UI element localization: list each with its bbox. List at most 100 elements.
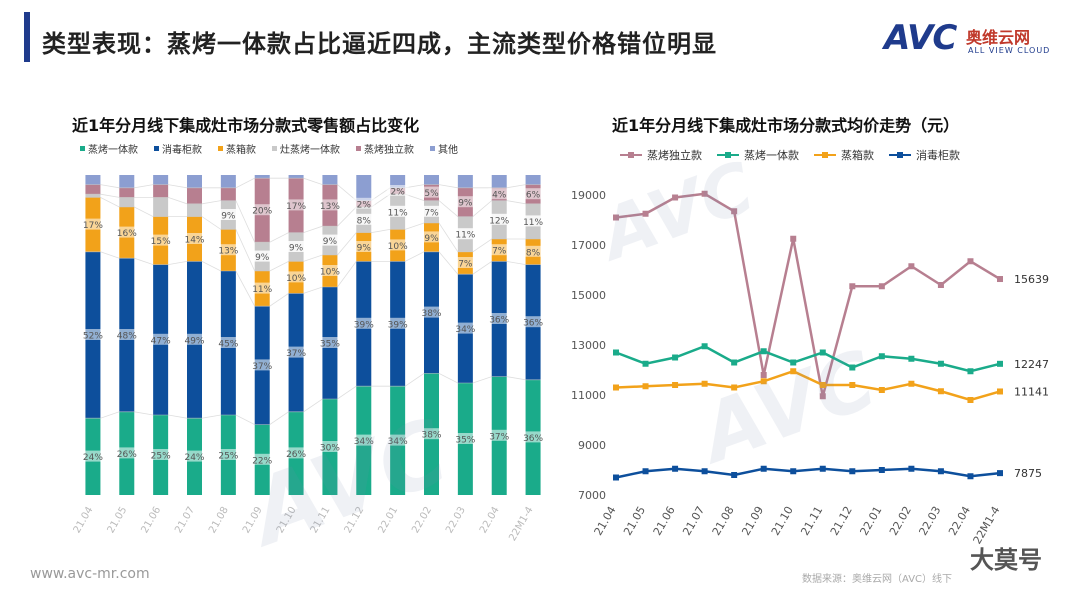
- data-label: 35%: [455, 436, 475, 446]
- data-point: [642, 383, 649, 390]
- x-tick-label: 22.03: [917, 504, 944, 538]
- data-label: 36%: [523, 319, 543, 329]
- bar-segment: [254, 175, 270, 179]
- data-label: 7%: [458, 260, 473, 270]
- data-label-bg: [251, 359, 274, 371]
- data-label-bg: [386, 239, 409, 251]
- data-label: 12%: [489, 216, 509, 226]
- data-label-bg: [488, 244, 511, 256]
- data-label-bg: [251, 250, 274, 262]
- data-label: 13%: [218, 247, 238, 257]
- data-label-bg: [454, 433, 477, 444]
- data-label-bg: [454, 228, 477, 240]
- data-point: [937, 388, 944, 395]
- data-label-bg: [318, 234, 341, 246]
- x-tick-label: 22.03: [444, 505, 468, 535]
- data-source-footer: 数据来源：奥维云网（AVC）线下: [802, 574, 953, 585]
- data-label-bg: [285, 241, 308, 252]
- data-label-bg: [81, 450, 104, 462]
- data-label-bg: [81, 329, 104, 340]
- data-label-bg: [454, 257, 477, 268]
- data-point: [760, 378, 767, 385]
- data-point: [937, 282, 944, 288]
- data-label: 52%: [83, 332, 103, 342]
- data-point: [613, 214, 619, 221]
- data-point: [642, 210, 649, 217]
- avc-logo: AVC 奥维云网 ALL VIEW CLOUD: [884, 18, 1054, 64]
- legend-label: 消毒柜款: [916, 148, 960, 162]
- data-label: 39%: [354, 320, 374, 330]
- end-value-label: 7875: [1014, 467, 1042, 480]
- x-tick-label: 21.06: [651, 504, 678, 538]
- data-label-bg: [488, 429, 511, 441]
- data-label-bg: [115, 226, 138, 238]
- data-label: 5%: [424, 189, 439, 199]
- data-point: [672, 465, 679, 472]
- data-label: 47%: [151, 336, 171, 346]
- data-label: 9%: [458, 199, 473, 209]
- data-point: [701, 468, 708, 475]
- data-label: 48%: [117, 332, 137, 342]
- bar-segment: [153, 197, 169, 217]
- data-label-bg: [522, 215, 545, 227]
- end-value-label: 11141: [1014, 385, 1049, 398]
- data-label-bg: [522, 245, 545, 257]
- data-label-bg: [318, 199, 341, 211]
- bar-segment: [85, 184, 101, 195]
- legend-label: 蒸烤一体款: [744, 148, 799, 162]
- data-label: 14%: [184, 236, 204, 246]
- x-tick-label: 22.04: [946, 504, 973, 538]
- data-label-bg: [386, 205, 409, 217]
- data-label: 34%: [388, 437, 408, 447]
- x-tick-label: 21.11: [798, 504, 825, 538]
- legend-swatch: [356, 146, 361, 151]
- data-label-bg: [352, 317, 375, 329]
- bar-segment: [491, 175, 507, 188]
- legend-swatch: [80, 146, 85, 151]
- data-label: 34%: [455, 325, 475, 335]
- data-point: [701, 190, 708, 197]
- data-label-bg: [318, 265, 341, 276]
- data-label: 45%: [218, 340, 238, 350]
- x-tick-label: 22.02: [887, 504, 914, 538]
- data-point: [760, 372, 767, 378]
- data-label: 9%: [424, 234, 439, 244]
- data-label-bg: [488, 188, 511, 200]
- legend-swatch: [154, 146, 159, 151]
- data-label: 13%: [320, 202, 340, 212]
- data-label: 35%: [320, 340, 340, 350]
- data-point: [701, 343, 708, 350]
- legend-swatch: [272, 146, 277, 151]
- data-point: [967, 397, 974, 403]
- data-point: [819, 465, 826, 472]
- data-label: 15%: [151, 237, 171, 247]
- data-label: 17%: [286, 202, 306, 212]
- data-label: 11%: [523, 218, 543, 228]
- y-tick-label: 17000: [571, 239, 606, 252]
- data-label-bg: [488, 213, 511, 225]
- data-label-bg: [352, 241, 375, 252]
- x-tick-label: 22.04: [478, 505, 502, 535]
- data-label: 6%: [526, 191, 541, 201]
- data-point: [908, 380, 915, 387]
- data-label: 37%: [286, 349, 306, 359]
- data-label-bg: [285, 447, 308, 459]
- data-label: 38%: [421, 309, 441, 319]
- x-tick-label: 21.04: [592, 504, 619, 538]
- data-label: 30%: [320, 444, 340, 454]
- data-label: 37%: [252, 362, 272, 372]
- data-label: 22%: [252, 456, 272, 466]
- data-label-bg: [115, 329, 138, 340]
- data-label: 11%: [252, 285, 272, 295]
- logo-mark: AVC: [884, 18, 957, 58]
- data-label: 24%: [184, 453, 204, 463]
- data-label-bg: [454, 196, 477, 208]
- data-label: 24%: [83, 453, 103, 463]
- data-point: [967, 473, 974, 480]
- data-point: [790, 468, 797, 475]
- data-label: 10%: [320, 268, 340, 278]
- data-point: [731, 384, 738, 391]
- data-label: 8%: [526, 248, 541, 258]
- legend-label: 消毒柜款: [162, 143, 202, 156]
- legend-marker: [897, 152, 903, 158]
